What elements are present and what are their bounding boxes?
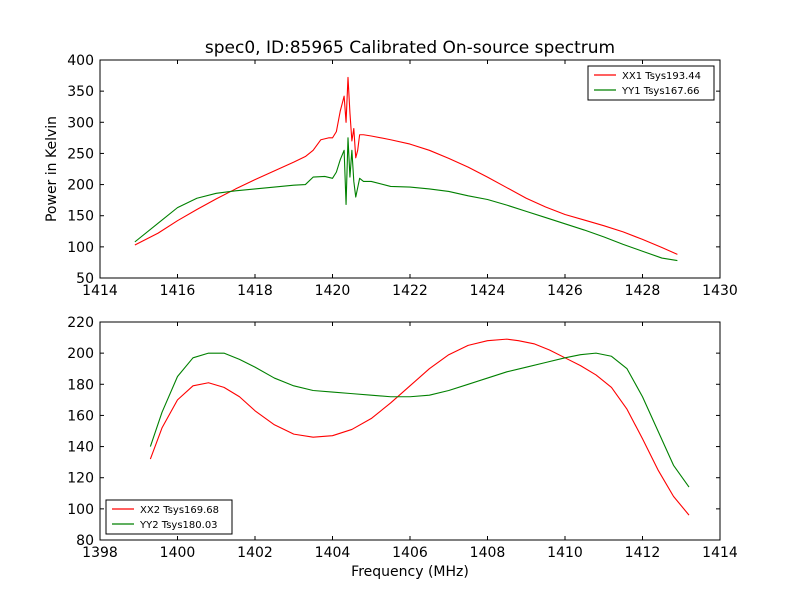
top-panel: 1414 1416 1418 1420 1422 1424 1426 1428 1430 50 10… (44, 53, 738, 299)
y-tick-label: 200 (67, 178, 94, 194)
legend-entry: XX1 Tsys193.44 (622, 71, 701, 82)
y-tick-label: 300 (67, 115, 94, 131)
legend-entry: YY2 Tsys180.03 (139, 520, 218, 531)
y-tick-label: 160 (67, 408, 94, 424)
y-tick-label: 120 (67, 471, 94, 487)
y-tick-label: 400 (67, 53, 94, 69)
x-tick-label: 1402 (237, 545, 273, 561)
series-line-yy2 (149, 352, 690, 488)
series-line-xx2 (149, 338, 690, 516)
bottom-panel-legend: XX2 Tsys169.68 YY2 Tsys180.03 (105, 499, 233, 535)
y-tick-label: 80 (76, 533, 94, 549)
legend-entry: YY1 Tsys167.66 (621, 86, 700, 97)
chart-title: spec0, ID:85965 Calibrated On-source spe… (205, 38, 615, 58)
bottom-panel-series (149, 338, 690, 516)
y-tick-label: 200 (67, 346, 94, 362)
x-tick-label: 1408 (470, 545, 506, 561)
bottom-panel-frame (99, 321, 721, 541)
series-line-xx1 (134, 76, 678, 255)
top-panel-ticks: 1414 1416 1418 1420 1422 1424 1426 1428 1430 50 10… (67, 53, 738, 299)
x-tick-label: 1422 (392, 283, 428, 299)
y-tick-label: 100 (67, 502, 94, 518)
bottom-panel-ticks: 1398 1400 1402 1404 1406 1408 1410 1412 1414 80 10… (67, 315, 738, 561)
top-panel-frame (99, 59, 721, 279)
x-tick-label: 1404 (315, 545, 351, 561)
y-tick-label: 250 (67, 146, 94, 162)
top-panel-legend: XX1 Tsys193.44 YY1 Tsys167.66 (587, 65, 715, 101)
x-tick-label: 1424 (470, 283, 506, 299)
y-tick-label: 100 (67, 240, 94, 256)
x-tick-label: 1412 (625, 545, 661, 561)
y-tick-label: 140 (67, 440, 94, 456)
legend-entry: XX2 Tsys169.68 (140, 505, 219, 516)
y-tick-label: 220 (67, 315, 94, 331)
top-panel-ylabel: Power in Kelvin (44, 116, 60, 222)
x-tick-label: 1430 (702, 283, 738, 299)
legend-box (105, 499, 233, 535)
x-tick-label: 1410 (547, 545, 583, 561)
x-tick-label: 1426 (547, 283, 583, 299)
bottom-panel-xlabel: Frequency (MHz) (351, 564, 469, 580)
x-tick-label: 1406 (392, 545, 428, 561)
x-tick-label: 1414 (82, 283, 118, 299)
y-tick-label: 50 (76, 271, 94, 287)
x-tick-label: 1416 (160, 283, 196, 299)
x-tick-label: 1398 (82, 545, 118, 561)
legend-box (587, 65, 715, 101)
x-tick-label: 1414 (702, 545, 738, 561)
y-tick-label: 350 (67, 84, 94, 100)
x-tick-label: 1428 (625, 283, 661, 299)
x-tick-label: 1420 (315, 283, 351, 299)
series-line-yy1 (134, 137, 678, 262)
bottom-panel: 1398 1400 1402 1404 1406 1408 1410 1412 1414 80 10… (67, 315, 738, 580)
y-tick-label: 150 (67, 209, 94, 225)
x-tick-label: 1400 (160, 545, 196, 561)
top-panel-series (134, 76, 678, 262)
y-tick-label: 180 (67, 377, 94, 393)
x-tick-label: 1418 (237, 283, 273, 299)
